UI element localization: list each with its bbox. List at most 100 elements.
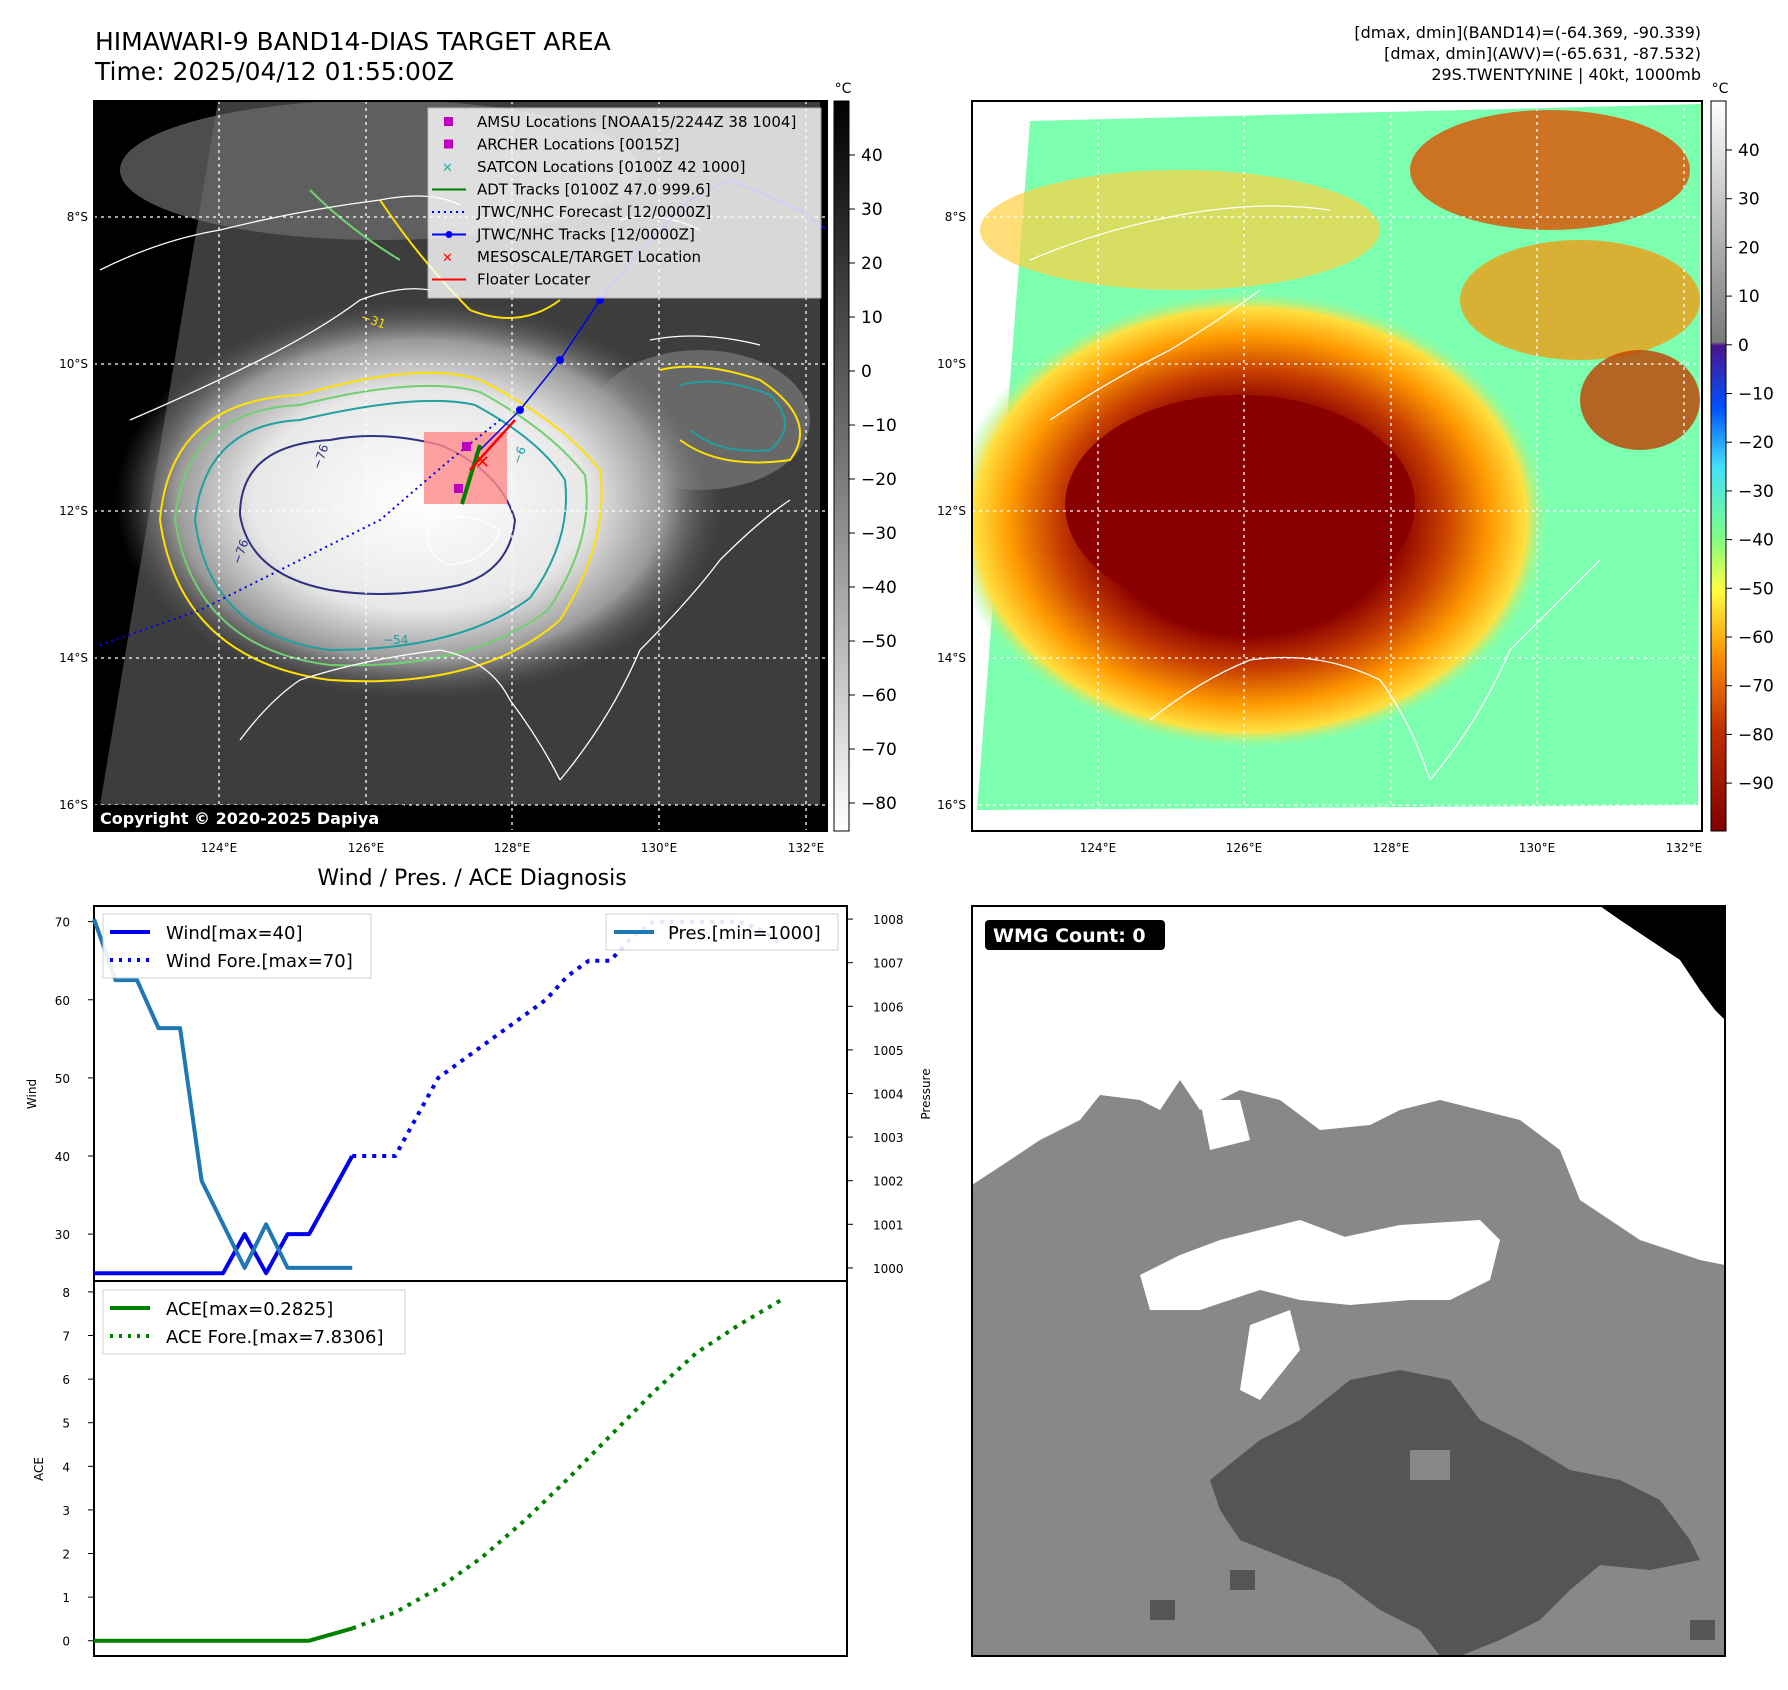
colorbar-tick: −10 <box>861 416 897 436</box>
awv-gridlines <box>972 101 1702 831</box>
colorbar-tick: 0 <box>1738 336 1749 356</box>
pressure-tick: 1000 <box>873 1262 904 1276</box>
lat-label: 10°S <box>937 357 966 371</box>
legend-item: JTWC/NHC Forecast [12/0000Z] <box>432 203 711 221</box>
colorbar-tick: −50 <box>861 632 897 652</box>
ir-map-panel: −76 −76 −54 −6 −31 ✕ Copyright © 2020-20… <box>59 81 897 855</box>
ace-tick: 0 <box>62 1635 70 1649</box>
wind-tick: 60 <box>55 994 70 1008</box>
lon-label: 132°E <box>788 841 825 855</box>
lat-label: 8°S <box>67 210 88 224</box>
contour-label: −6 <box>510 445 529 466</box>
lon-label: 124°E <box>1080 841 1117 855</box>
storm-cloud-ir <box>115 300 725 700</box>
pressure-legend: Pres.[min=1000] <box>605 913 839 951</box>
ace-tick: 1 <box>62 1591 70 1605</box>
legend-label: SATCON Locations [0100Z 42 1000] <box>477 158 745 176</box>
figure-time: Time: 2025/04/12 01:55:00Z <box>94 57 454 86</box>
colorbar-tick: 10 <box>861 308 883 328</box>
colorbar-tick: −40 <box>861 578 897 598</box>
colorbar-tick: 20 <box>1738 238 1760 258</box>
series-ace <box>94 1626 353 1643</box>
lat-label: 12°S <box>59 504 88 518</box>
legend-item: Floater Locater <box>432 271 591 289</box>
colorbar-tick: 20 <box>861 254 883 274</box>
info-band14: [dmax, dmin](BAND14)=(-64.369, -90.339) <box>1354 23 1701 42</box>
colorbar-tick: −10 <box>1738 385 1774 405</box>
ir-colorbar-unit: °C <box>835 81 852 97</box>
wmg-black-corner <box>1600 906 1725 1020</box>
legend-ace: ACE[max=0.2825] <box>166 1299 333 1320</box>
legend-item: JTWC/NHC Tracks [12/0000Z] <box>432 226 695 244</box>
awv-colorbar-unit: °C <box>1712 81 1729 97</box>
pressure-axis-label: Pressure <box>919 1068 933 1119</box>
ir-colorbar: °C 40 30 20 10 0 −10 −20 −30 −40 −50 −60 −70 −80 <box>833 81 897 832</box>
wind-tick: 30 <box>55 1228 70 1242</box>
legend-label: AMSU Locations [NOAA15/2244Z 38 1004] <box>477 113 796 131</box>
svg-text:✕: ✕ <box>442 251 453 266</box>
series-pressure <box>92 918 353 1270</box>
lat-label: 10°S <box>59 357 88 371</box>
lon-label: 124°E <box>201 841 238 855</box>
ace-axis-label: ACE <box>32 1457 46 1481</box>
legend-item: AMSU Locations [NOAA15/2244Z 38 1004] <box>444 113 796 131</box>
wmg-dark-area <box>1210 1370 1700 1656</box>
pressure-tick: 1005 <box>873 1044 904 1058</box>
series-wind-forecast <box>352 919 784 1158</box>
figure-title: HIMAWARI-9 BAND14-DIAS TARGET AREA <box>95 27 611 56</box>
legend-label: ARCHER Locations [0015Z] <box>477 136 680 154</box>
colorbar-tick: −30 <box>861 524 897 544</box>
legend-label: JTWC/NHC Tracks [12/0000Z] <box>476 226 695 244</box>
colorbar-tick: 40 <box>861 146 883 166</box>
ir-legend: AMSU Locations [NOAA15/2244Z 38 1004] ARC… <box>427 107 822 299</box>
colorbar-tick: −70 <box>1738 677 1774 697</box>
ace-legend: ACE[max=0.2825] ACE Fore.[max=7.8306] <box>102 1289 406 1355</box>
wmg-count-label: WMG Count: 0 <box>993 925 1146 947</box>
copyright: Copyright © 2020-2025 Dapiya <box>100 809 379 828</box>
colorbar-tick: −60 <box>861 686 897 706</box>
legend-label: ADT Tracks [0100Z 47.0 999.6] <box>477 181 711 199</box>
wind-tick: 70 <box>55 916 70 930</box>
colorbar-tick: 0 <box>861 362 872 382</box>
colorbar-tick: 40 <box>1738 141 1760 161</box>
wind-tick: 40 <box>55 1150 70 1164</box>
colorbar-tick: −90 <box>1738 774 1774 794</box>
colorbar-tick: −80 <box>861 794 897 814</box>
colorbar-tick: 10 <box>1738 287 1760 307</box>
svg-text:✕: ✕ <box>442 161 453 176</box>
wind-pressure-chart: Wind Pressure 30 40 50 60 70 1000 1001 1002 100… <box>25 905 933 1282</box>
awv-axis-labels: 8°S 10°S 12°S 14°S 16°S 124°E 126°E 128°… <box>937 210 1702 855</box>
ace-tick: 5 <box>62 1417 70 1431</box>
awv-coastlines <box>1029 205 1601 781</box>
wmg-panel: WMG Count: 0 <box>971 905 1726 1657</box>
lat-label: 16°S <box>59 798 88 812</box>
awv-map-panel: 8°S 10°S 12°S 14°S 16°S 124°E 126°E 128°… <box>937 81 1774 855</box>
wind-axis-label: Wind <box>25 1079 39 1109</box>
ace-tick: 2 <box>62 1548 70 1562</box>
pressure-tick: 1007 <box>873 957 904 971</box>
info-awv: [dmax, dmin](AWV)=(-65.631, -87.532) <box>1384 44 1701 63</box>
legend-label: MESOSCALE/TARGET Location <box>477 248 701 266</box>
legend-wind-forecast: Wind Fore.[max=70] <box>166 951 353 972</box>
target-marker: ✕ <box>475 452 490 473</box>
ace-tick: 6 <box>62 1373 70 1387</box>
wind-tick: 50 <box>55 1072 70 1086</box>
ace-chart: ACE 0 1 2 3 4 5 6 7 8 ACE[max=0.2825] ACE Fore.[… <box>32 1280 848 1657</box>
ace-tick: 7 <box>62 1330 70 1344</box>
pressure-tick: 1004 <box>873 1088 904 1102</box>
pressure-tick: 1008 <box>873 913 904 927</box>
ace-tick: 8 <box>62 1286 70 1300</box>
diagnosis-title: Wind / Pres. / ACE Diagnosis <box>317 866 626 891</box>
legend-item: ARCHER Locations [0015Z] <box>444 136 680 154</box>
ace-tick: 4 <box>62 1460 70 1474</box>
pressure-tick: 1003 <box>873 1131 904 1145</box>
lon-label: 126°E <box>1226 841 1263 855</box>
legend-item: ADT Tracks [0100Z 47.0 999.6] <box>432 181 711 199</box>
awv-colorbar: °C 40 30 20 10 0 −10 −20 −30 −40 −50 −60 −70 −80 −90 <box>1710 81 1774 832</box>
pressure-tick: 1002 <box>873 1175 904 1189</box>
colorbar-tick: 30 <box>1738 190 1760 210</box>
lon-label: 130°E <box>1519 841 1556 855</box>
lon-label: 126°E <box>348 841 385 855</box>
lat-label: 14°S <box>937 651 966 665</box>
colorbar-tick: −60 <box>1738 628 1774 648</box>
